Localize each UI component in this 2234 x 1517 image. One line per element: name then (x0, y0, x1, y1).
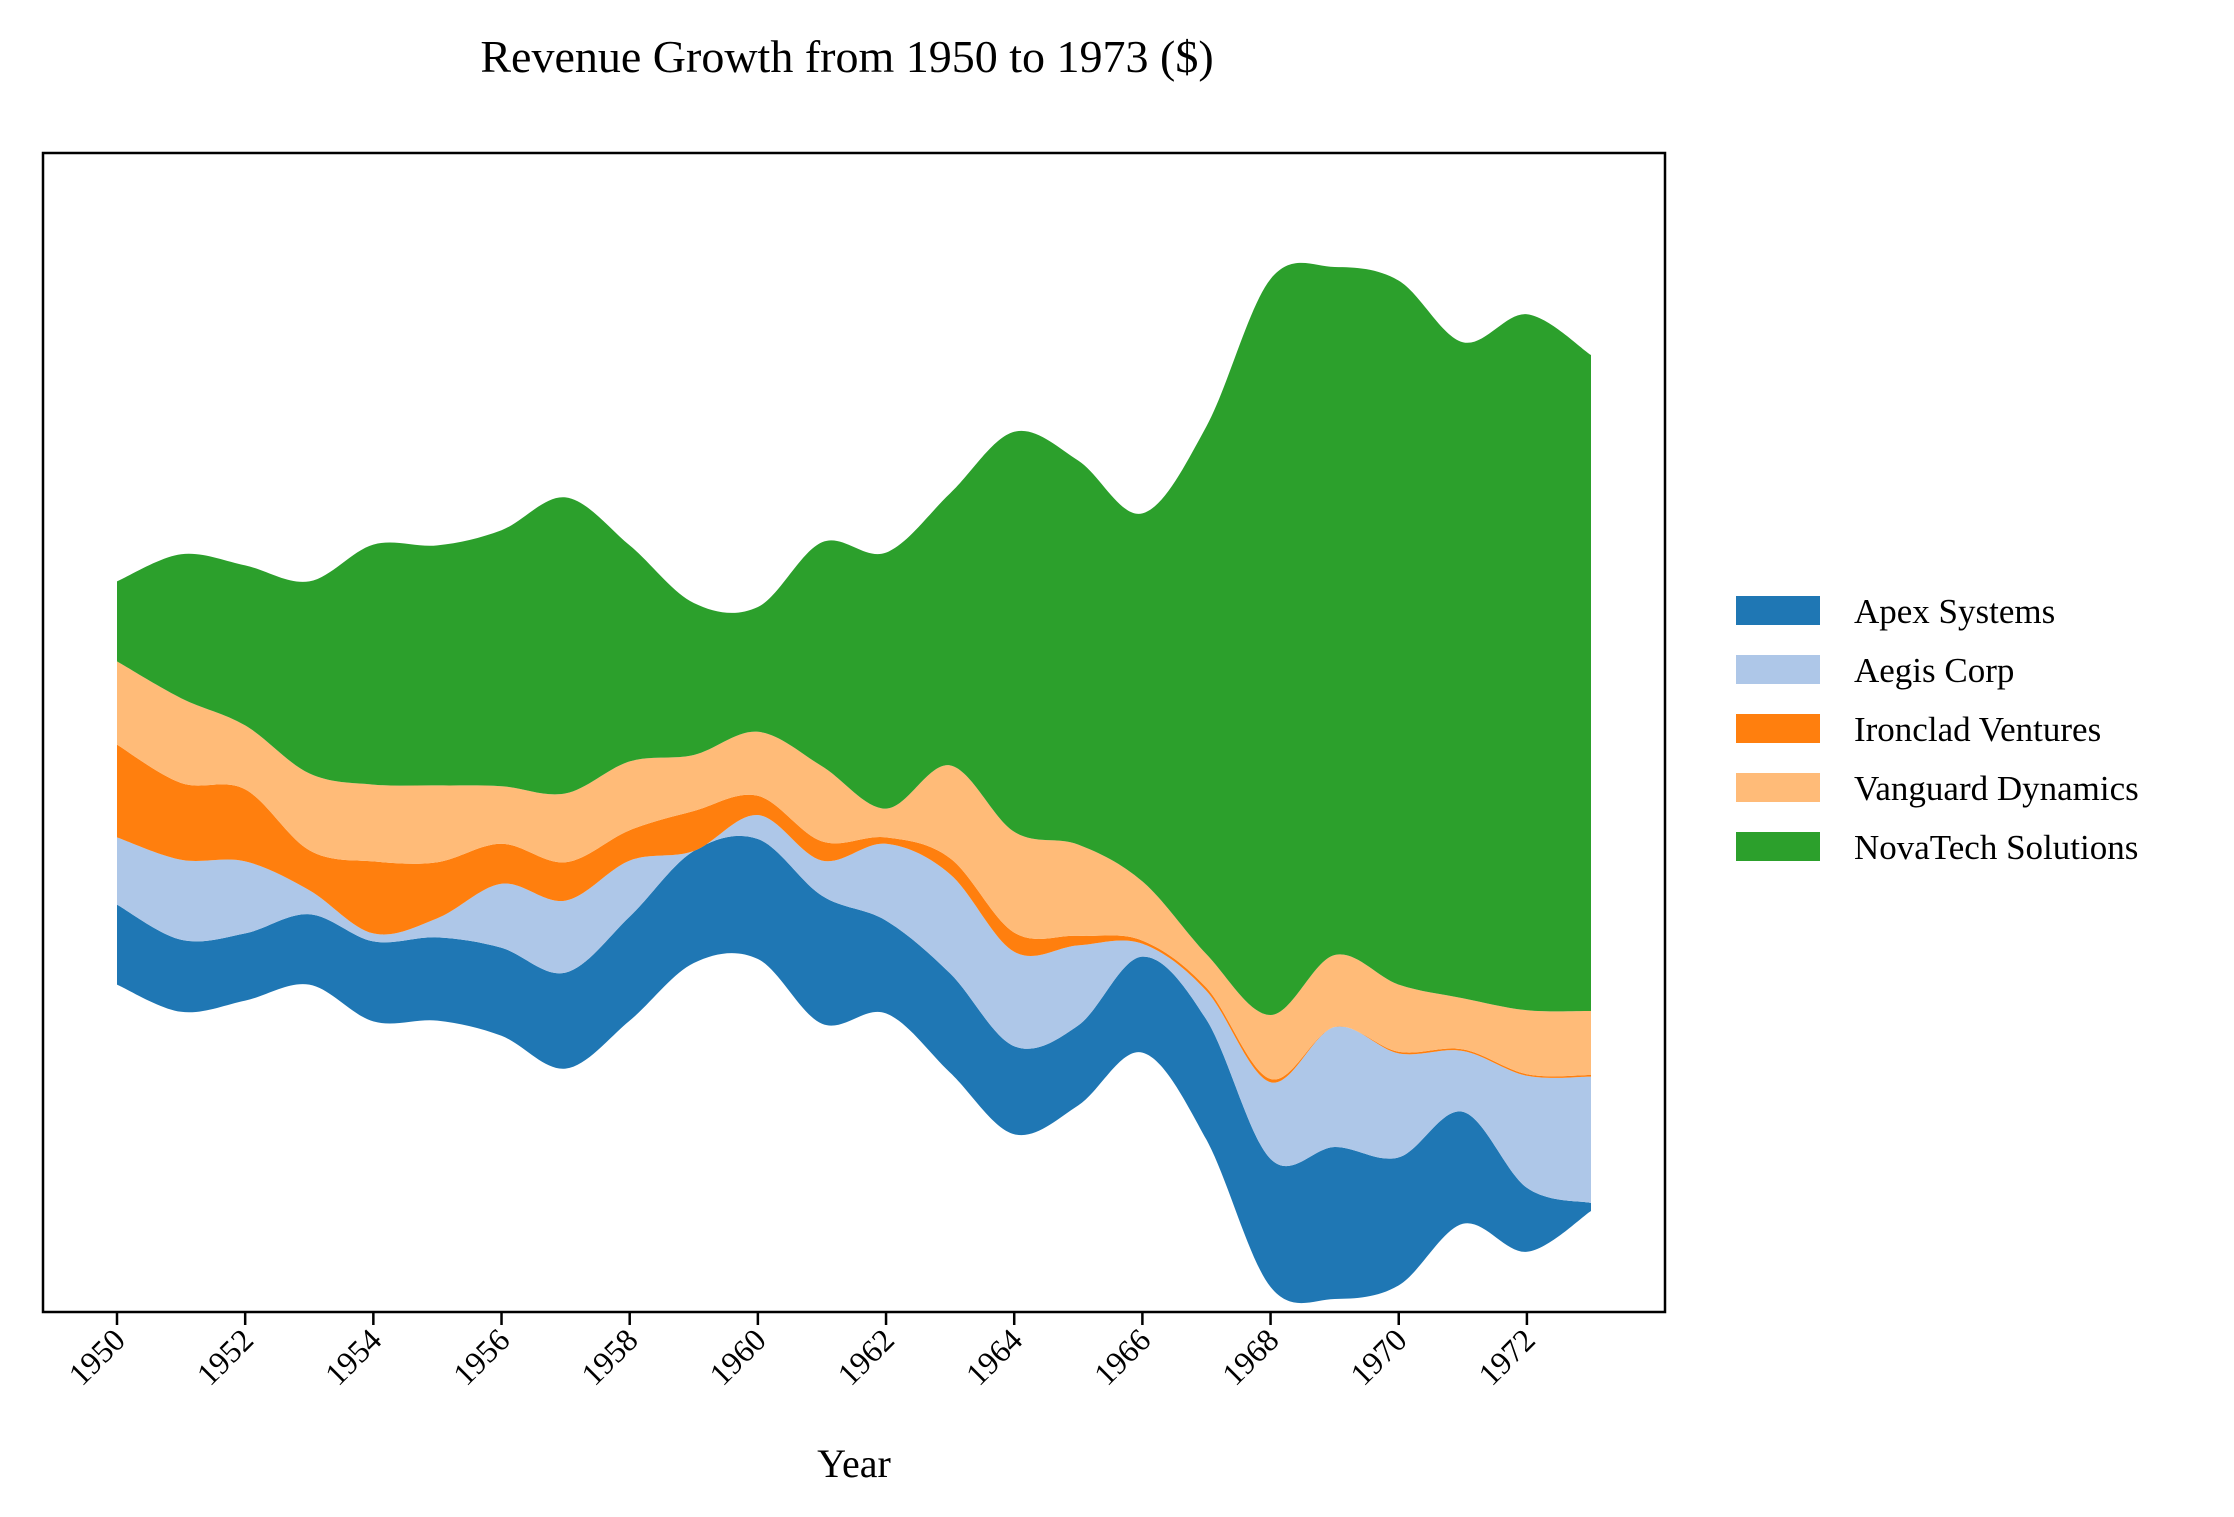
stream-ironclad-ventures (117, 744, 1591, 1083)
chart-title: Revenue Growth from 1950 to 1973 ($) (480, 31, 1213, 82)
stream-layers (117, 262, 1591, 1304)
legend-swatch-apex-systems (1736, 596, 1820, 625)
legend-label-apex-systems: Apex Systems (1854, 592, 2055, 631)
x-tick-label-1950: 1950 (61, 1321, 132, 1392)
x-tick-label-1958: 1958 (574, 1321, 645, 1392)
x-tick-label-1972: 1972 (1471, 1321, 1542, 1392)
x-tick-label-1962: 1962 (830, 1321, 901, 1392)
x-tick-label-1966: 1966 (1087, 1321, 1158, 1392)
x-tick-label-1964: 1964 (958, 1321, 1029, 1392)
legend-label-aegis-corp: Aegis Corp (1854, 651, 2014, 690)
legend-swatch-aegis-corp (1736, 655, 1820, 684)
x-tick-label-1960: 1960 (702, 1321, 773, 1392)
stream-apex-systems (117, 835, 1591, 1304)
x-tick-label-1956: 1956 (446, 1321, 517, 1392)
x-tick-label-1968: 1968 (1215, 1321, 1286, 1392)
x-tick-label-1970: 1970 (1343, 1321, 1414, 1392)
x-tick-label-1952: 1952 (189, 1321, 260, 1392)
legend-swatch-ironclad-ventures (1736, 714, 1820, 743)
x-axis-ticks: 1950 1952 1954 1956 1958 1960 1962 1964 1966 1968… (61, 1312, 1542, 1392)
plot-frame (41, 151, 1667, 1314)
legend-label-vanguard-dynamics: Vanguard Dynamics (1854, 769, 2139, 808)
legend: Apex Systems Aegis Corp Ironclad Ventures V… (1736, 592, 2139, 867)
legend-label-ironclad-ventures: Ironclad Ventures (1854, 710, 2101, 749)
stream-vanguard-dynamics (117, 661, 1591, 1080)
legend-swatch-novatech-solutions (1736, 832, 1820, 861)
legend-label-novatech-solutions: NovaTech Solutions (1854, 828, 2138, 867)
stream-aegis-corp (117, 814, 1591, 1203)
stream-novatech-solutions (117, 262, 1591, 1016)
x-axis-label: Year (817, 1441, 891, 1486)
legend-swatch-vanguard-dynamics (1736, 773, 1820, 802)
x-tick-label-1954: 1954 (318, 1321, 389, 1392)
